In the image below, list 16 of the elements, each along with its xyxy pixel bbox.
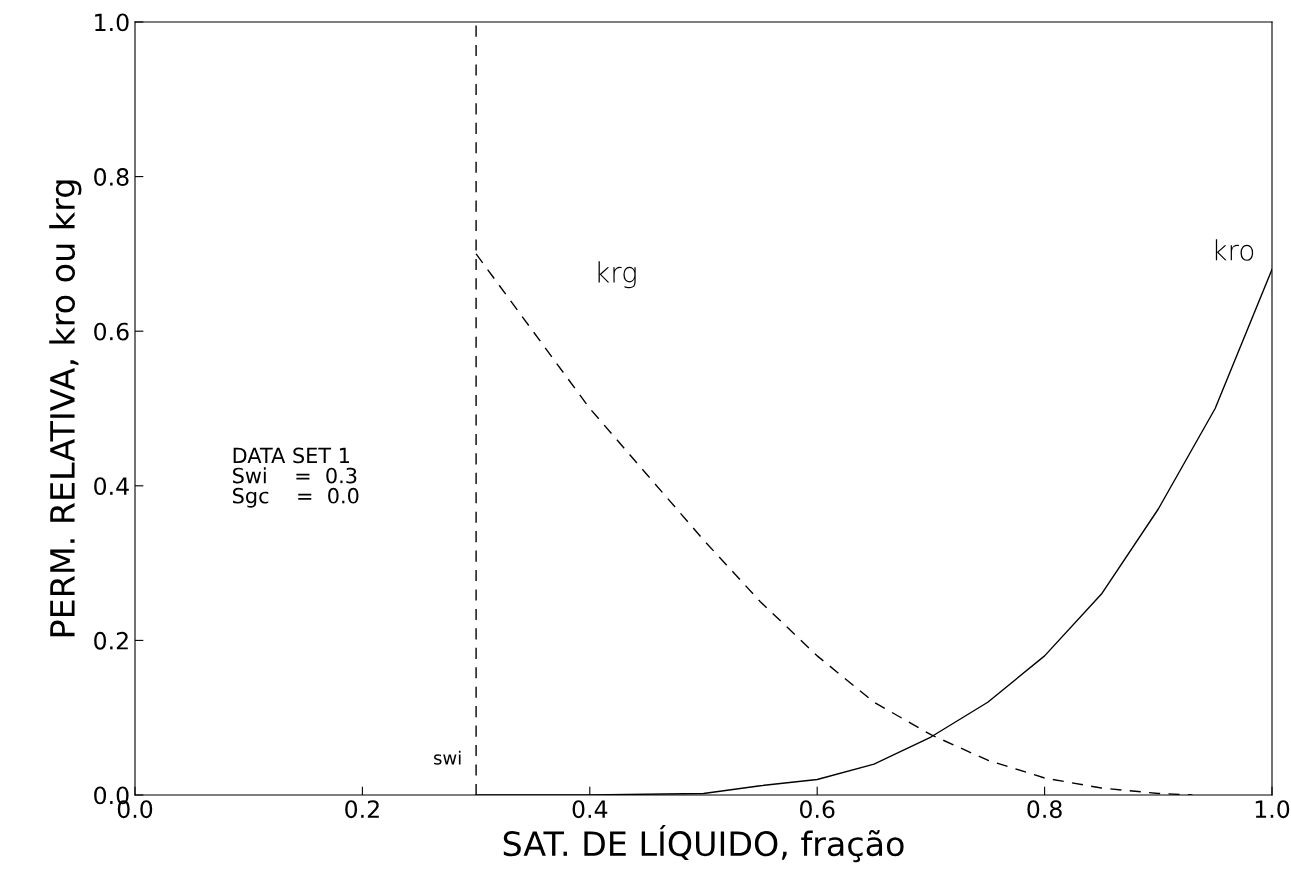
text: krg (598, 261, 636, 289)
x-tick-label: 0.8 (1027, 800, 1062, 819)
x-tick-label: 0.6 (799, 800, 835, 819)
x-tick-label: 0.2 (345, 800, 379, 819)
x-axis-title: SAT. DE LÍQUIDO, fração (503, 824, 904, 863)
ref-line-label: swi (434, 750, 461, 765)
y-tick-label: 0.2 (94, 631, 128, 650)
annotation: DATA SET 1 Swi = 0.3 Sgc = 0.0 (233, 447, 359, 508)
y-axis-title: PERM. RELATIVA, kro ou krg (49, 180, 82, 637)
y-tick-label: 1.0 (95, 13, 129, 32)
series-label: kro (1215, 239, 1254, 261)
y-tick-label: 0.6 (94, 322, 129, 341)
y-tick-label: 0.8 (94, 168, 129, 186)
y-tick-label: 0.4 (94, 477, 129, 496)
x-tick-label: 0.4 (572, 800, 608, 819)
x-tick-label: 1.0 (1255, 800, 1290, 819)
